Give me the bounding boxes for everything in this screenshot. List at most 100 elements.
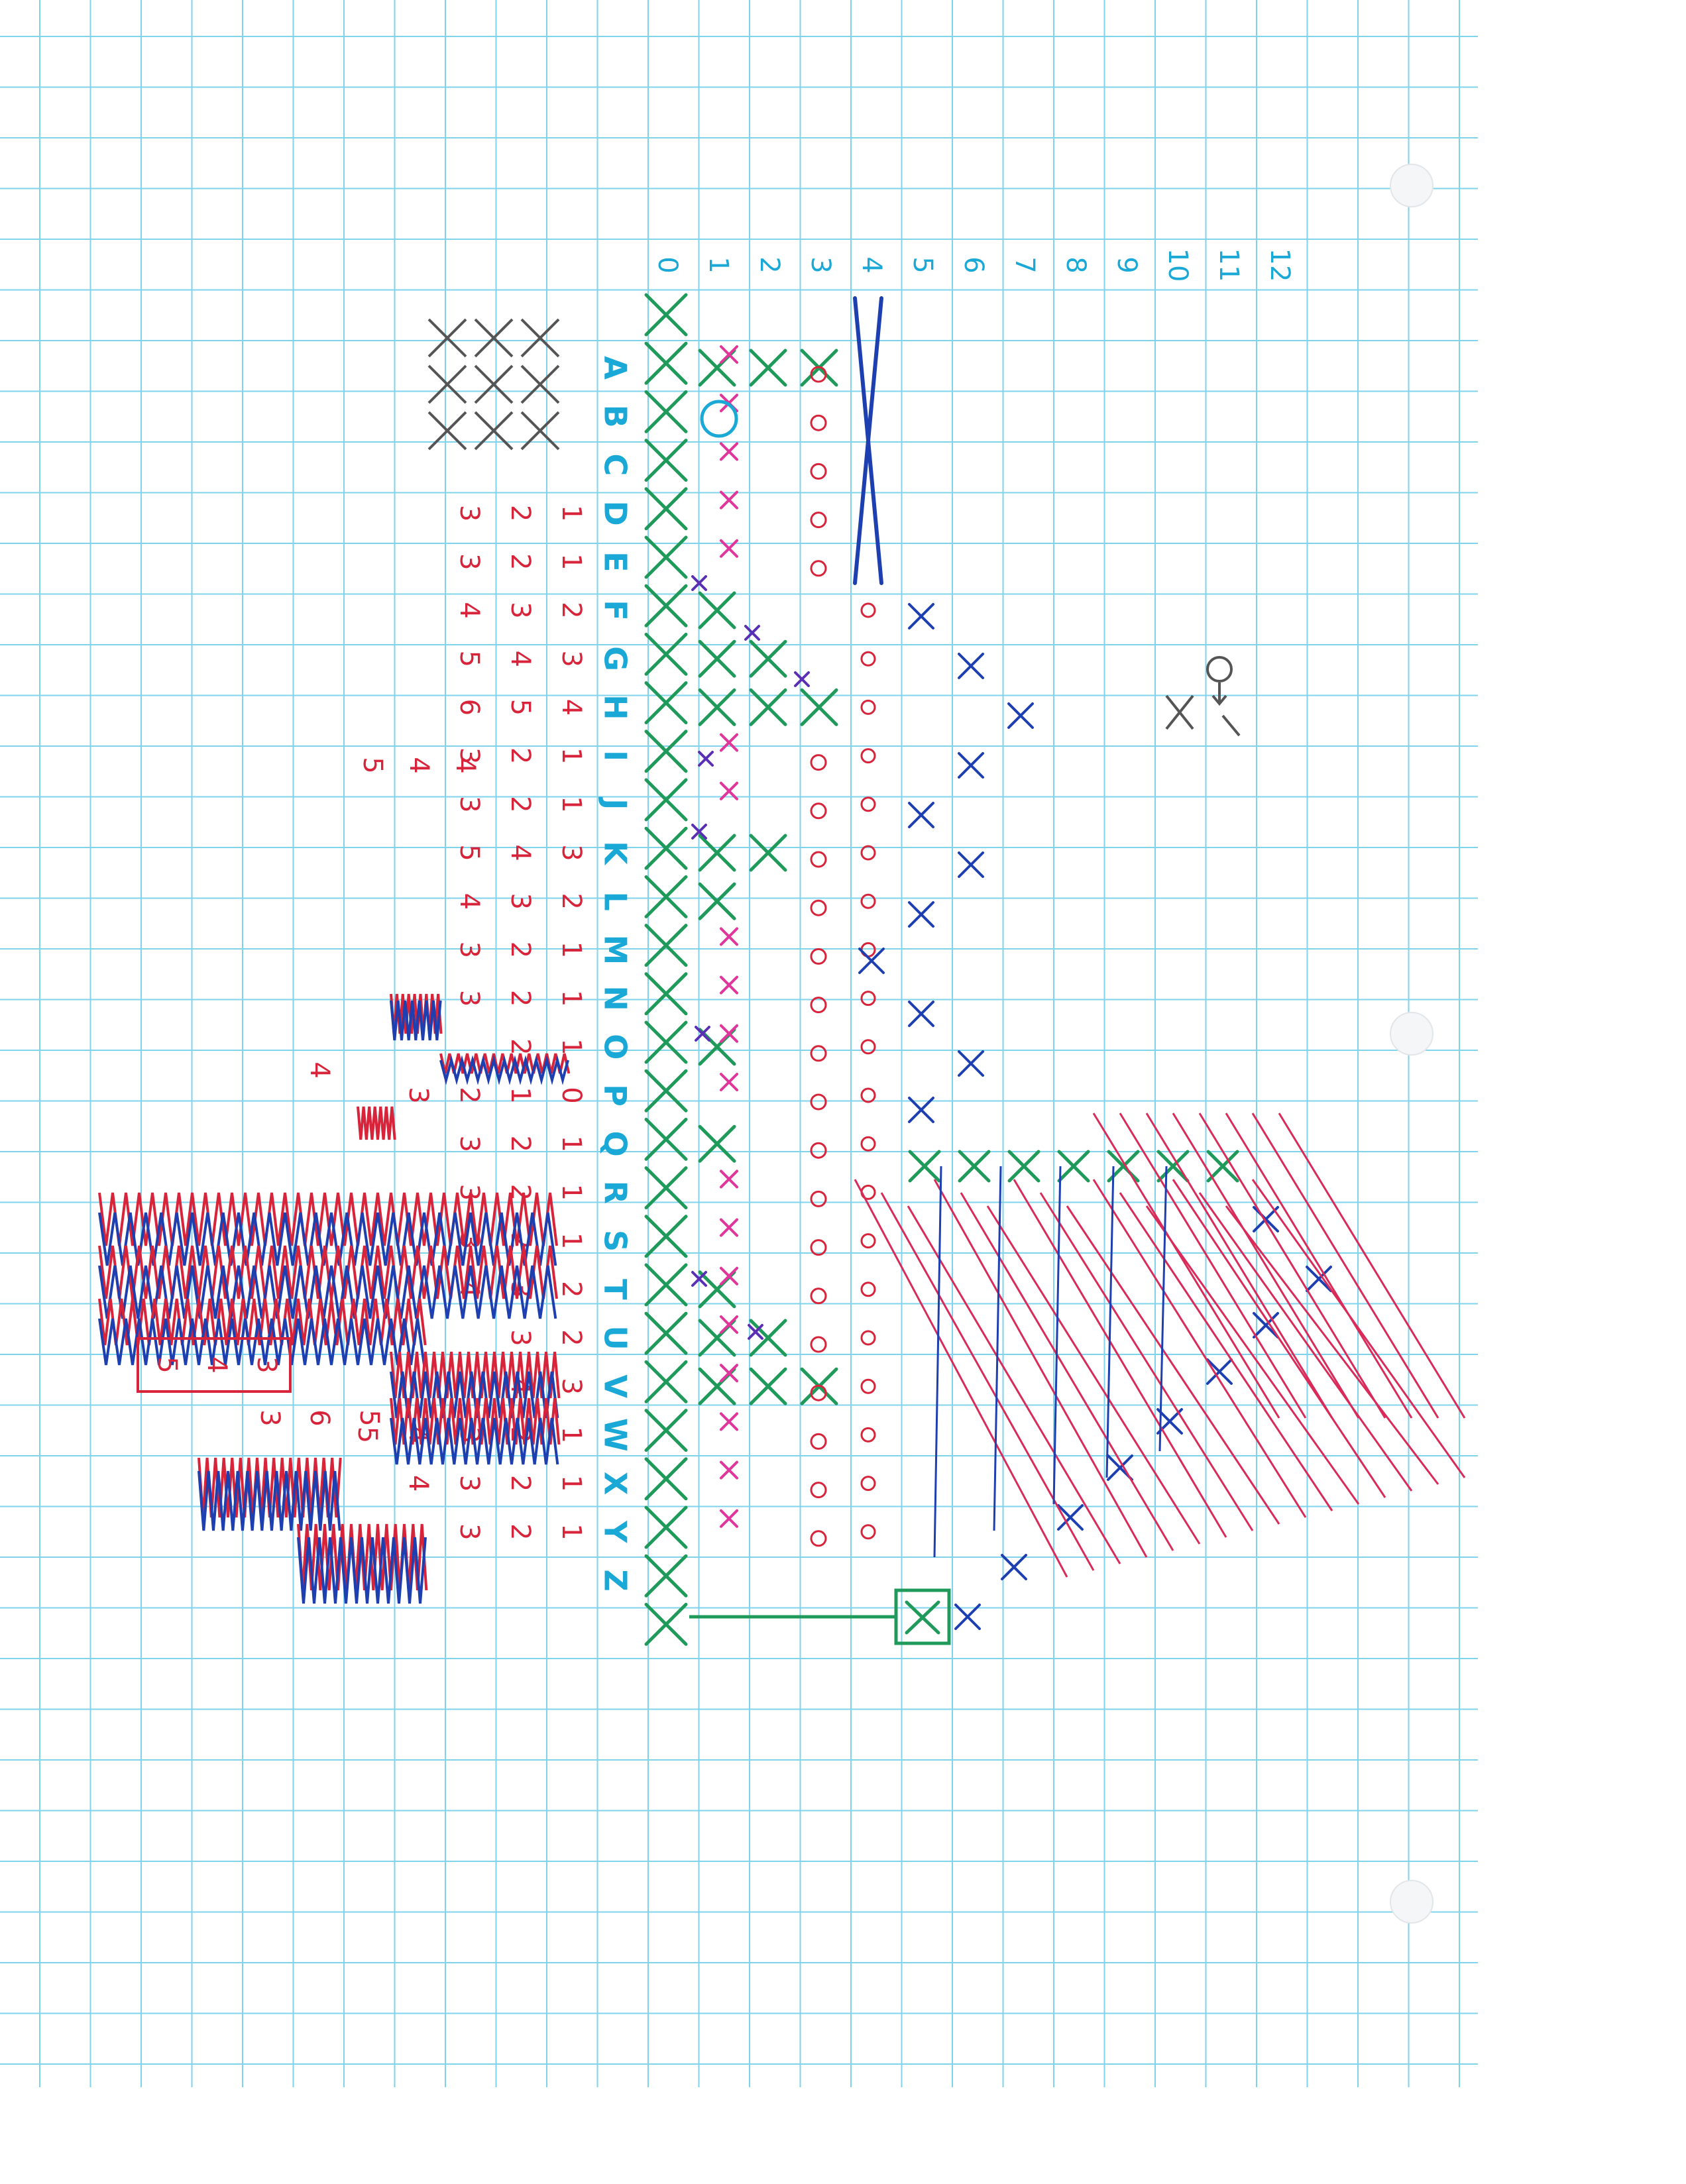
red-hatch-line [1119,1192,1333,1511]
green-x-mark [644,584,688,628]
row-letter: R [598,1181,634,1204]
blue-x-mark [908,603,934,629]
margin-note-number: 4 [201,1356,232,1373]
red-number: 2 [556,1281,587,1297]
small-circle-mark [810,366,827,383]
red-number: 1 [556,796,587,812]
row-letter: Y [598,1520,634,1543]
blue-vertical-stroke [1052,1166,1062,1505]
pink-x-mark [720,345,738,364]
red-hatch-line [907,1205,1121,1564]
pink-x-mark [720,975,738,995]
row-letter: Q [598,1131,634,1157]
row-letter: I [598,750,634,761]
scribble-stroke [390,1417,559,1465]
scribble-stroke [357,1106,396,1140]
red-number: 0 [556,1087,587,1103]
scribbled-out-area [98,993,571,1604]
red-hatch-line [1198,1113,1386,1419]
red-number: 3 [556,1378,587,1394]
purple-x-mark [691,575,707,591]
row-letter: L [598,892,634,911]
blue-x-mark [858,948,885,974]
margin-note-number: 3 [251,1356,282,1373]
row-letter: G [598,646,634,671]
small-circle-mark [810,1239,827,1256]
red-number: 2 [505,553,535,570]
row-letter: B [598,405,634,428]
row-letter: P [598,1084,634,1107]
scribble-stroke [297,1537,427,1604]
column-number: 10 [1162,248,1193,282]
small-circle-mark [810,1190,827,1207]
red-number: 4 [454,602,484,618]
blue-vertical-stroke [993,1166,1002,1531]
green-x-mark [749,834,787,872]
green-x-mark [644,924,688,967]
small-circle-mark [810,1093,827,1111]
green-x-mark [1007,1150,1040,1183]
red-hatch-line [1251,1179,1466,1478]
green-x-mark [749,639,787,678]
red-hatch-line [1172,1113,1360,1419]
small-circle-mark [810,512,827,529]
margin-note-number: 4 [450,757,480,773]
red-number: 4 [505,650,535,667]
small-circle-mark [810,1336,827,1353]
small-circle-mark [860,1378,876,1394]
small-circle-mark [810,463,827,480]
small-circle-mark [810,948,827,965]
green-x-mark [1057,1150,1090,1183]
column-number: 1 [703,256,734,273]
green-x-mark [644,1457,688,1501]
green-x-mark [644,1409,688,1452]
small-circle-mark [810,997,827,1014]
red-hatch-line [1092,1179,1307,1518]
green-x-mark [644,778,688,822]
red-hatch-line [1119,1113,1307,1419]
green-x-mark [644,875,688,918]
margin-note-number: 5 [152,1356,182,1373]
red-hatch-line [1172,1179,1386,1498]
red-number: 4 [454,893,484,909]
small-circle-mark [860,1330,876,1346]
crossed-cell [520,364,560,404]
purple-x-mark [698,751,714,767]
green-x-mark [698,688,736,726]
red-number: 2 [505,1523,535,1540]
small-circle-mark [860,893,876,909]
green-x-mark [698,834,736,872]
margin-notes: 45 4 45 4 33 6 5 [152,757,480,1426]
pink-x-mark [720,781,738,800]
small-circle-mark [860,796,876,812]
purple-x-mark [691,824,707,840]
small-circle-mark [860,991,876,1007]
red-number: 4 [505,844,535,861]
small-circle-mark [810,754,827,771]
green-x-mark [644,826,688,870]
green-x-mark [644,1166,688,1210]
margin-note-number: 3 [254,1409,285,1426]
crossed-cell [520,411,560,451]
red-number: 1 [556,1184,587,1201]
row-letter: X [598,1472,634,1495]
scribble-stroke [439,1055,569,1085]
red-number: 3 [505,1329,535,1346]
red-hatched-region [854,1113,1466,1578]
small-circle-mark [810,560,827,577]
row-letter: D [598,501,634,526]
small-circle-mark [860,699,876,715]
small-circle-mark [860,1476,876,1492]
red-number: 1 [505,1087,535,1103]
blue-vertical-stroke [1105,1166,1115,1478]
red-number: 1 [556,1232,587,1249]
green-x-mark [644,439,688,482]
row-letter: T [598,1279,634,1300]
blue-x-marks [858,603,1332,1630]
column-number: 7 [1009,256,1040,273]
pink-x-mark [720,1024,738,1043]
row-letter: F [598,600,634,620]
red-number: 1 [556,1475,587,1492]
small-circle-mark [810,1287,827,1305]
